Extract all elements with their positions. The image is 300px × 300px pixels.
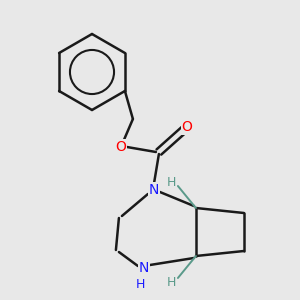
Text: N: N — [139, 261, 149, 275]
Text: H: H — [136, 278, 146, 290]
Text: H: H — [167, 176, 177, 190]
Text: N: N — [149, 183, 159, 197]
Text: O: O — [116, 140, 126, 154]
Text: O: O — [182, 120, 192, 134]
Text: H: H — [167, 275, 177, 289]
